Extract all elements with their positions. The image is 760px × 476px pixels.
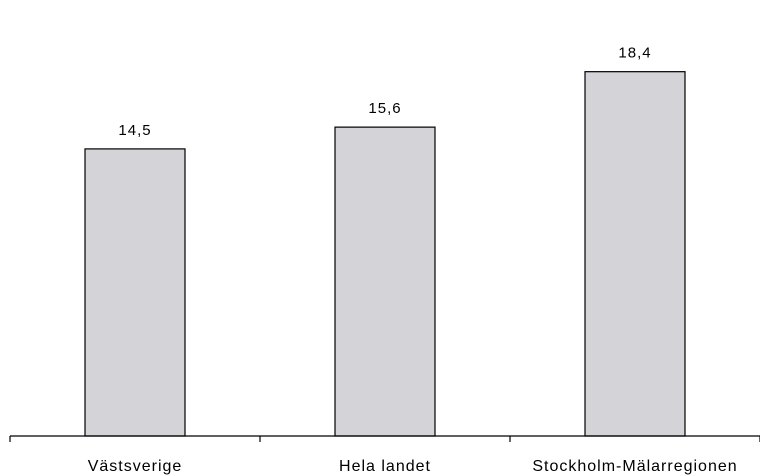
bar-1 [334, 126, 436, 437]
value-label-0: 14,5 [118, 122, 151, 139]
value-labels-group: 14,5 15,6 18,4 [118, 45, 651, 139]
bar-2 [584, 71, 686, 437]
category-labels-group: Västsverige Hela landet Stockholm-Mälarreg… [88, 458, 737, 475]
bars-group [84, 71, 686, 437]
bar-0 [84, 148, 186, 437]
category-label-1: Hela landet [339, 458, 431, 475]
category-label-2: Stockholm-Mälarregionen [532, 458, 737, 475]
category-label-0: Västsverige [88, 458, 183, 475]
value-label-2: 18,4 [618, 45, 651, 62]
x-axis-ticks [9, 436, 760, 442]
value-label-1: 15,6 [368, 100, 401, 117]
